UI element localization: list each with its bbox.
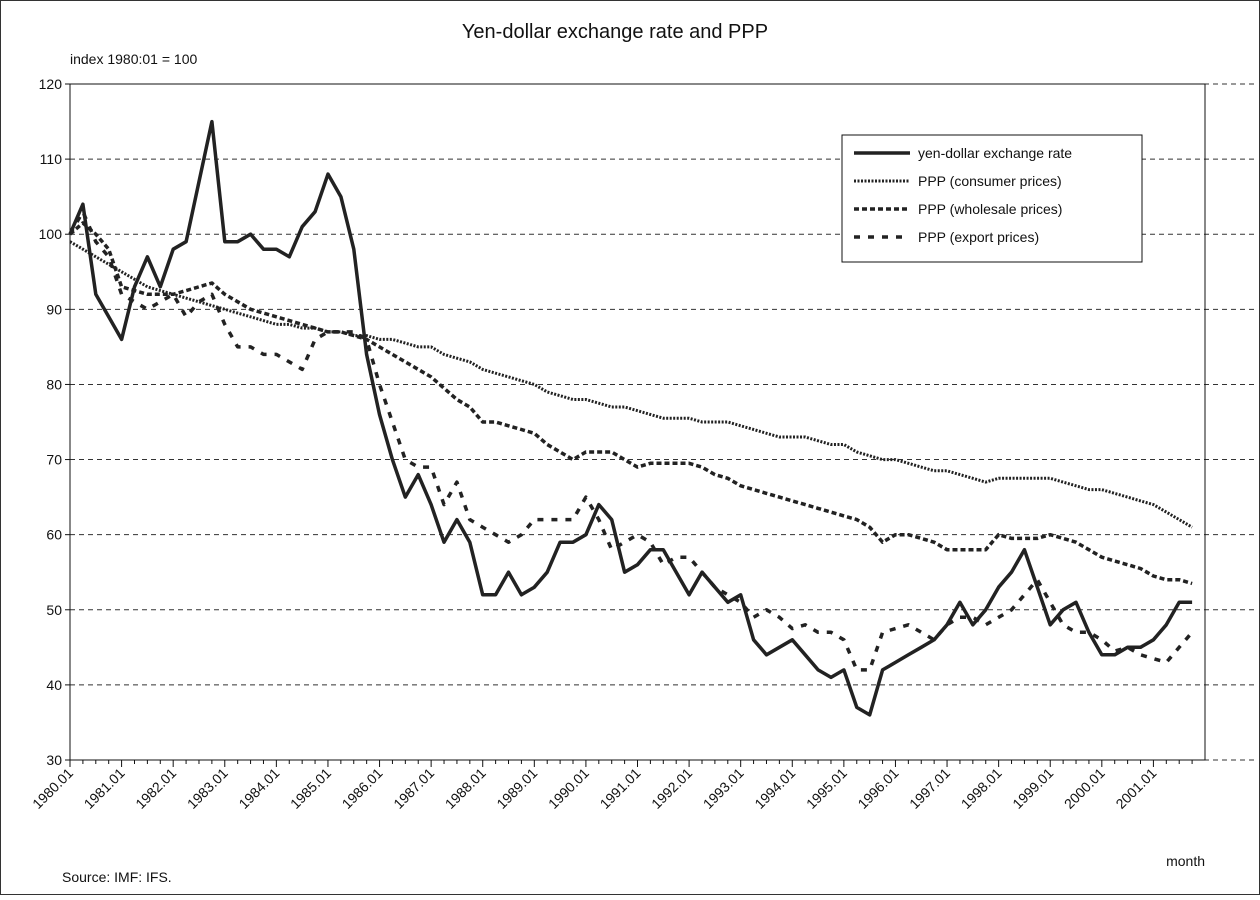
- y-axis-label: index 1980:01 = 100: [70, 51, 197, 67]
- y-tick-label: 90: [46, 301, 62, 317]
- legend-label: yen-dollar exchange rate: [918, 145, 1072, 161]
- line-series: [68, 221, 1193, 586]
- y-tick-label: 70: [46, 452, 62, 468]
- source: Source: IMF: IFS.: [62, 869, 172, 885]
- y-tick-label: 110: [40, 151, 63, 167]
- y-tick-label: 50: [46, 602, 62, 618]
- legend-label: PPP (export prices): [918, 229, 1039, 245]
- x-axis-label: month: [1166, 853, 1205, 869]
- y-tick-label: 80: [46, 376, 62, 392]
- y-tick-label: 100: [39, 226, 63, 242]
- chart-title: Yen-dollar exchange rate and PPP: [462, 21, 768, 43]
- line-series: [68, 209, 1194, 672]
- y-tick-label: 30: [46, 752, 62, 768]
- legend-label: PPP (wholesale prices): [918, 201, 1062, 217]
- y-tick-label: 120: [39, 76, 63, 92]
- y-tick-label: 40: [46, 677, 62, 693]
- line-series: [69, 240, 1193, 529]
- legend-label: PPP (consumer prices): [918, 173, 1062, 189]
- y-tick-label: 60: [46, 527, 62, 543]
- legend-box: [841, 134, 1143, 263]
- line-series: [68, 119, 1193, 717]
